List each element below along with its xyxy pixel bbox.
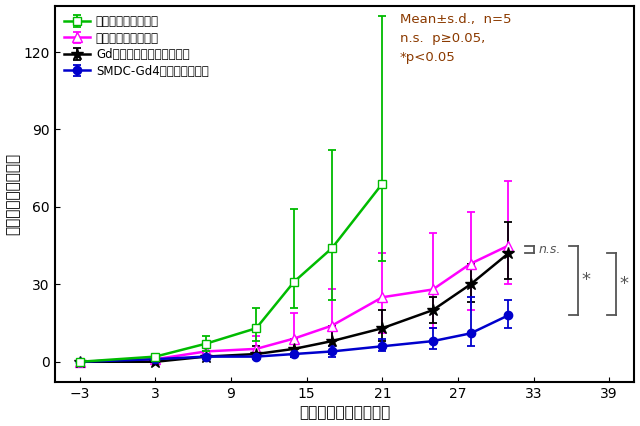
Y-axis label: 相対腫瘾体穌（％）: 相対腫瘾体穌（％）: [6, 153, 20, 235]
Legend: 投与無し、照射無し, 媒体投与、照射有り, Gd錯体単独投与、照射有り, SMDC-Gd4投与、照射有り: 投与無し、照射無し, 媒体投与、照射有り, Gd錯体単独投与、照射有り, SMD…: [60, 12, 212, 81]
Text: n.s.: n.s.: [539, 243, 561, 256]
Text: *: *: [620, 275, 628, 294]
X-axis label: 照射後経過時間（日）: 照射後経過時間（日）: [299, 406, 390, 420]
Text: Mean±s.d.,  n=5
n.s.  p≥0.05,
*p<0.05: Mean±s.d., n=5 n.s. p≥0.05, *p<0.05: [399, 13, 511, 64]
Text: *: *: [582, 271, 591, 289]
